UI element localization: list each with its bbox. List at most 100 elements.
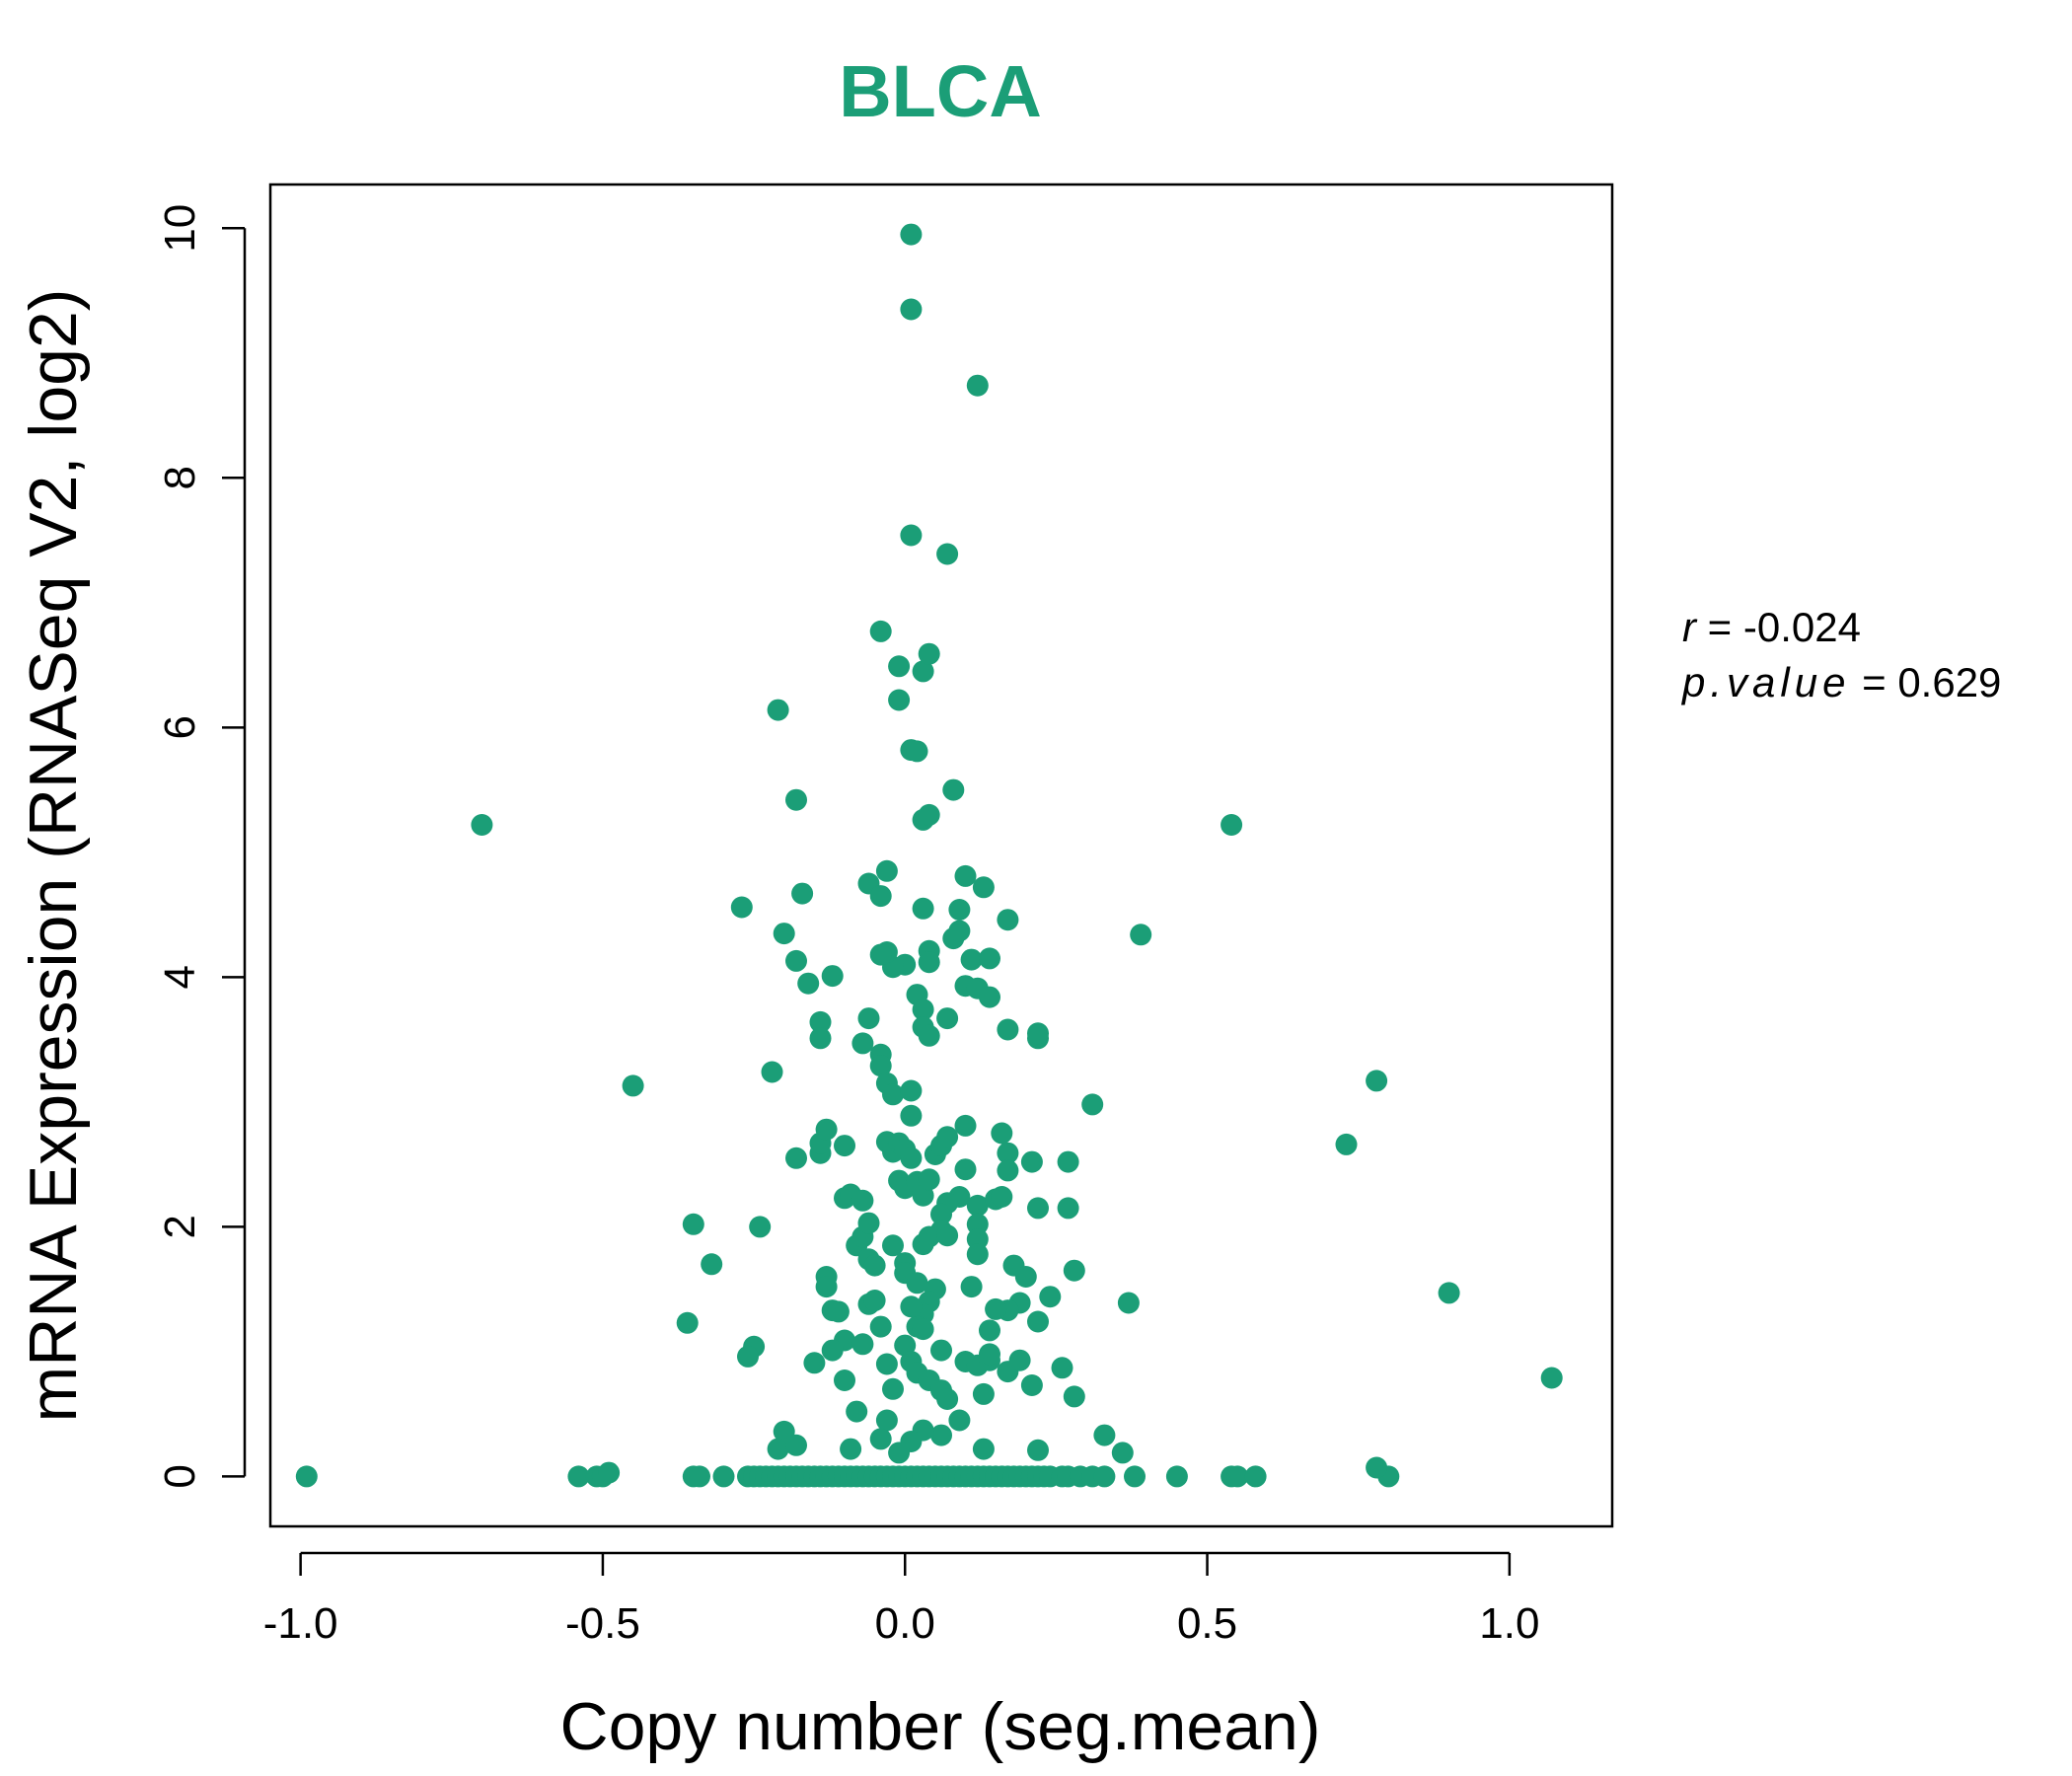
data-point — [1027, 1439, 1049, 1461]
data-point — [701, 1253, 723, 1276]
data-point — [930, 1424, 952, 1446]
data-point — [1093, 1465, 1116, 1488]
data-point — [991, 1186, 1013, 1208]
y-tick-label: 10 — [156, 204, 204, 253]
y-tick-label: 8 — [156, 466, 204, 489]
data-point — [906, 740, 928, 763]
data-point — [689, 1465, 710, 1488]
data-point — [918, 951, 940, 974]
data-point — [1020, 1150, 1043, 1173]
data-point — [942, 778, 965, 801]
x-axis: -1.0 -0.5 0.0 0.5 1.0 — [263, 1551, 1539, 1648]
data-point — [809, 1027, 832, 1050]
data-point — [979, 986, 1000, 1008]
data-point — [869, 1055, 892, 1077]
data-point — [1438, 1282, 1460, 1304]
y-axis: 0 2 4 6 8 10 — [156, 204, 247, 1489]
data-point — [912, 999, 934, 1021]
data-point — [1063, 1385, 1085, 1408]
p-label: p.value — [1680, 659, 1850, 705]
data-point — [809, 1010, 832, 1033]
data-point — [936, 543, 959, 565]
data-point — [1366, 1070, 1388, 1092]
data-point — [863, 1254, 886, 1277]
data-point — [1027, 1197, 1049, 1220]
data-point — [882, 1377, 904, 1400]
data-point — [954, 864, 977, 887]
data-point — [1051, 1357, 1073, 1379]
y-tick-label: 4 — [156, 965, 204, 989]
data-points — [295, 223, 1563, 1488]
data-point — [1081, 1093, 1104, 1116]
data-point — [954, 1114, 977, 1137]
data-point — [948, 899, 971, 921]
data-point — [966, 1194, 989, 1217]
data-point — [954, 1158, 977, 1181]
data-point — [869, 620, 892, 642]
data-point — [1117, 1292, 1140, 1314]
data-point — [888, 689, 911, 711]
data-point — [875, 1353, 898, 1375]
data-point — [930, 1203, 952, 1225]
data-point — [1020, 1374, 1043, 1396]
data-point — [815, 1118, 838, 1141]
data-point — [761, 1061, 783, 1083]
data-point — [1226, 1465, 1249, 1488]
data-point — [882, 1234, 904, 1257]
x-tick-label: -0.5 — [565, 1599, 640, 1648]
data-point — [1111, 1442, 1134, 1464]
data-point — [972, 876, 995, 899]
x-tick-label: 0.5 — [1177, 1599, 1237, 1648]
data-point — [785, 949, 807, 972]
r-value: -0.024 — [1743, 604, 1861, 650]
data-point — [712, 1465, 735, 1488]
data-point — [1014, 1266, 1037, 1288]
data-point — [888, 655, 911, 678]
data-point — [966, 374, 989, 397]
data-point — [622, 1074, 644, 1097]
data-point — [918, 1168, 940, 1191]
data-point — [997, 909, 1019, 931]
p-value: 0.629 — [1897, 659, 2001, 705]
data-point — [900, 1104, 923, 1127]
data-point — [1335, 1133, 1358, 1155]
data-point — [767, 699, 789, 721]
data-point — [834, 1369, 855, 1391]
data-point — [1540, 1367, 1563, 1389]
data-point — [979, 1343, 1000, 1366]
data-point — [821, 1339, 844, 1362]
data-point — [1063, 1259, 1085, 1282]
data-point — [997, 1018, 1019, 1041]
y-tick-label: 0 — [156, 1464, 204, 1488]
data-point — [785, 1434, 807, 1456]
data-point — [997, 1142, 1019, 1164]
data-point — [863, 1290, 886, 1311]
chart-title: BLCA — [839, 50, 1042, 132]
data-point — [912, 660, 934, 683]
data-point — [869, 1428, 892, 1450]
data-point — [803, 1352, 826, 1374]
x-tick-label: 0.0 — [875, 1599, 935, 1648]
data-point — [966, 1228, 989, 1250]
data-point — [1165, 1465, 1188, 1488]
data-point — [1057, 1150, 1079, 1173]
data-point — [960, 1276, 983, 1298]
data-point — [900, 298, 923, 321]
data-point — [1027, 1022, 1049, 1045]
data-point — [912, 1318, 934, 1341]
p-equals: = — [1850, 659, 1897, 705]
data-point — [682, 1213, 704, 1235]
data-point — [869, 885, 892, 908]
data-point — [918, 803, 940, 826]
data-point — [900, 524, 923, 547]
data-point — [1366, 1456, 1388, 1479]
data-point — [979, 947, 1000, 970]
correlation-stats: r = -0.024 p.value = 0.629 — [1680, 604, 2001, 705]
data-point — [882, 1083, 904, 1106]
data-point — [979, 1319, 1000, 1342]
data-point — [900, 223, 923, 246]
data-point — [785, 788, 807, 811]
data-point — [730, 896, 753, 919]
data-point — [827, 1300, 850, 1323]
data-point — [676, 1311, 699, 1334]
